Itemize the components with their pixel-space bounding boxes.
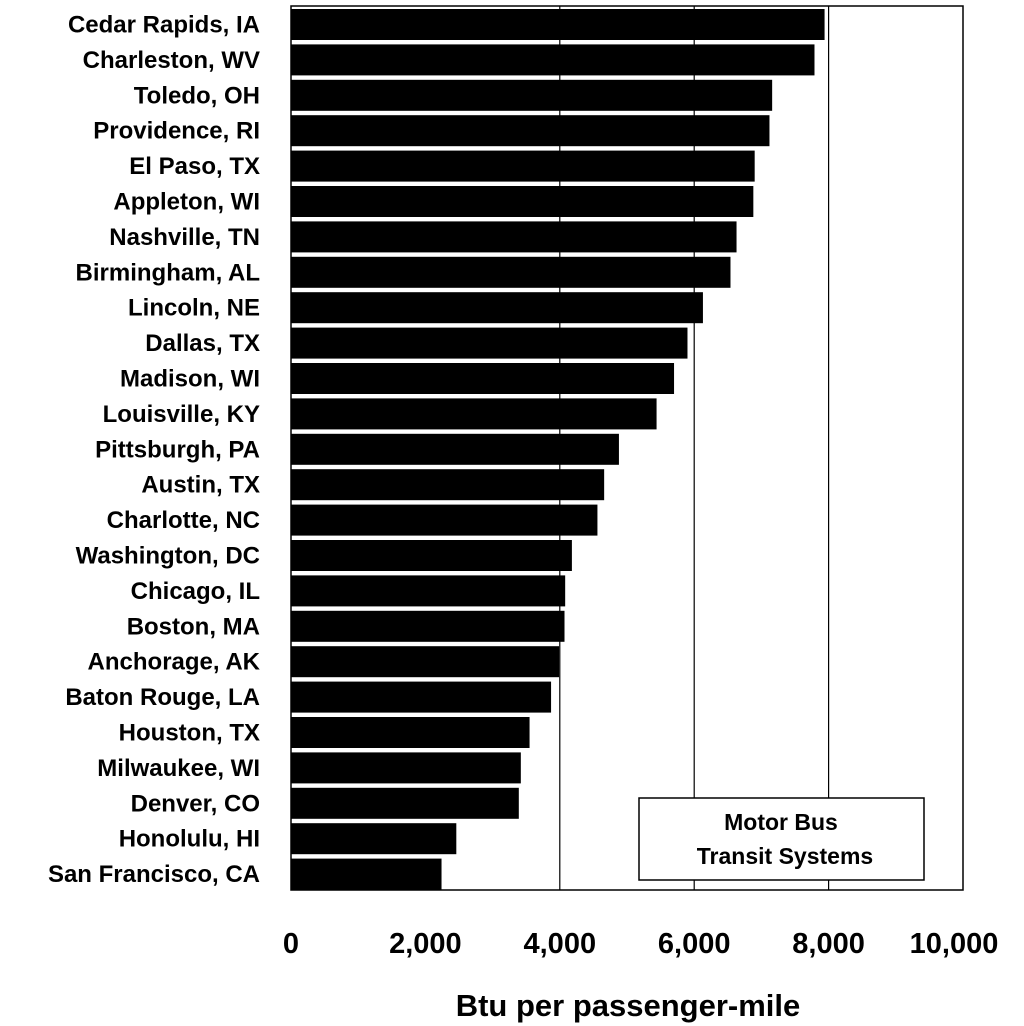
plot-frame xyxy=(290,5,964,891)
category-label: Honolulu, HI xyxy=(119,826,260,853)
x-tick-label: 10,000 xyxy=(910,928,999,960)
x-axis-title: Btu per passenger-mile xyxy=(456,988,801,1023)
x-tick-label: 0 xyxy=(283,928,299,960)
bar xyxy=(291,858,442,890)
bar xyxy=(291,186,754,217)
bar xyxy=(291,646,560,678)
bar xyxy=(291,610,565,642)
category-label: San Francisco, CA xyxy=(48,861,260,888)
legend-box: Motor Bus Transit Systems xyxy=(638,797,925,881)
bar xyxy=(291,9,825,40)
category-labels: Cedar Rapids, IA Charleston, WV Toledo, OH… xyxy=(48,12,261,889)
legend-frame xyxy=(638,797,925,881)
bar xyxy=(291,256,731,288)
category-label: Milwaukee, WI xyxy=(97,755,260,782)
category-label: Dallas, TX xyxy=(145,330,260,357)
x-tick-label: 6,000 xyxy=(658,928,731,960)
category-label: Providence, RI xyxy=(93,118,260,145)
bar xyxy=(291,540,572,571)
bar xyxy=(291,79,773,111)
bar xyxy=(291,327,688,359)
category-label: El Paso, TX xyxy=(129,153,260,180)
category-label: Chicago, IL xyxy=(131,578,260,605)
category-label: Toledo, OH xyxy=(134,82,260,109)
category-label: Cedar Rapids, IA xyxy=(68,12,260,39)
bar xyxy=(291,44,815,76)
category-label: Houston, TX xyxy=(119,720,260,747)
legend-line-1: Motor Bus xyxy=(724,809,838,835)
bars xyxy=(291,9,825,890)
bar xyxy=(291,717,530,748)
bar xyxy=(291,433,619,465)
bar xyxy=(291,575,566,607)
category-label: Austin, TX xyxy=(141,472,260,499)
bar xyxy=(291,752,521,784)
bar xyxy=(291,469,605,501)
bar xyxy=(291,681,552,713)
bar xyxy=(291,363,675,394)
bar xyxy=(291,150,755,182)
category-label: Denver, CO xyxy=(131,790,260,817)
bar xyxy=(291,221,737,253)
bar xyxy=(291,823,457,855)
category-label: Nashville, TN xyxy=(109,224,260,251)
category-label: Madison, WI xyxy=(120,366,260,393)
legend-line-2: Transit Systems xyxy=(697,843,873,869)
x-tick-label: 4,000 xyxy=(524,928,597,960)
bar xyxy=(291,787,519,819)
category-label: Boston, MA xyxy=(127,613,260,640)
bar xyxy=(291,504,598,536)
category-label: Charlotte, NC xyxy=(107,507,260,534)
x-tick-label: 2,000 xyxy=(389,928,462,960)
category-label: Washington, DC xyxy=(76,543,260,570)
bar xyxy=(291,292,703,324)
category-label: Lincoln, NE xyxy=(128,295,260,322)
x-tick-label: 8,000 xyxy=(792,928,865,960)
category-label: Birmingham, AL xyxy=(76,259,260,286)
bar xyxy=(291,115,770,147)
x-tick-labels: 0 2,000 4,000 6,000 8,000 10,000 xyxy=(283,928,998,960)
category-label: Charleston, WV xyxy=(83,47,260,74)
category-label: Baton Rouge, LA xyxy=(65,684,260,711)
category-label: Louisville, KY xyxy=(103,401,260,428)
bar xyxy=(291,398,657,430)
category-label: Anchorage, AK xyxy=(88,649,261,676)
category-label: Pittsburgh, PA xyxy=(95,436,260,463)
category-label: Appleton, WI xyxy=(113,189,260,216)
